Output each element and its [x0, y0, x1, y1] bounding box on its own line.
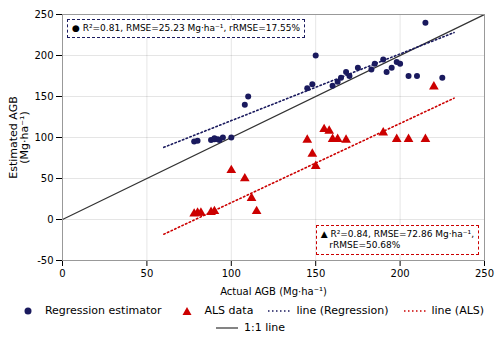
- svg-text:150: 150: [306, 268, 325, 279]
- html-text:Regression estimator: Regression estimator: [44, 304, 162, 317]
- svg-text:Actual AGB (Mg·ha⁻¹): Actual AGB (Mg·ha⁻¹): [220, 286, 327, 297]
- svg-text:150: 150: [34, 91, 53, 102]
- svg-text:0: 0: [47, 214, 53, 225]
- html-text:ALS data: ALS data: [204, 304, 254, 317]
- svg-text:250: 250: [475, 268, 494, 279]
- svg-text:Estimated AGB(Mg·ha⁻¹): Estimated AGB(Mg·ha⁻¹): [7, 96, 31, 178]
- svg-text:50: 50: [41, 173, 54, 184]
- svg-text:-50: -50: [37, 255, 53, 266]
- svg-text:250: 250: [34, 9, 53, 20]
- html-text:1:1 line: 1:1 line: [244, 321, 285, 334]
- svg-text:0: 0: [59, 268, 65, 279]
- svg-text:200: 200: [391, 268, 410, 279]
- html-text:▲ R²=0.84, RMSE=72.86 Mg·ha⁻¹,: ▲ R²=0.84, RMSE=72.86 Mg·ha⁻¹, rRMSE=50.…: [320, 229, 474, 250]
- svg-text:200: 200: [34, 50, 53, 61]
- svg-text:50: 50: [141, 268, 154, 279]
- svg-text:100: 100: [34, 132, 53, 143]
- html-text:line (ALS): line (ALS): [431, 304, 485, 317]
- html-text:● R²=0.81, RMSE=25.23 Mg·ha⁻¹,: ● R²=0.81, RMSE=25.23 Mg·ha⁻¹, rRMSE=17.…: [72, 23, 301, 33]
- html-text:line (Regression): line (Regression): [296, 304, 389, 317]
- svg-text:100: 100: [222, 268, 241, 279]
